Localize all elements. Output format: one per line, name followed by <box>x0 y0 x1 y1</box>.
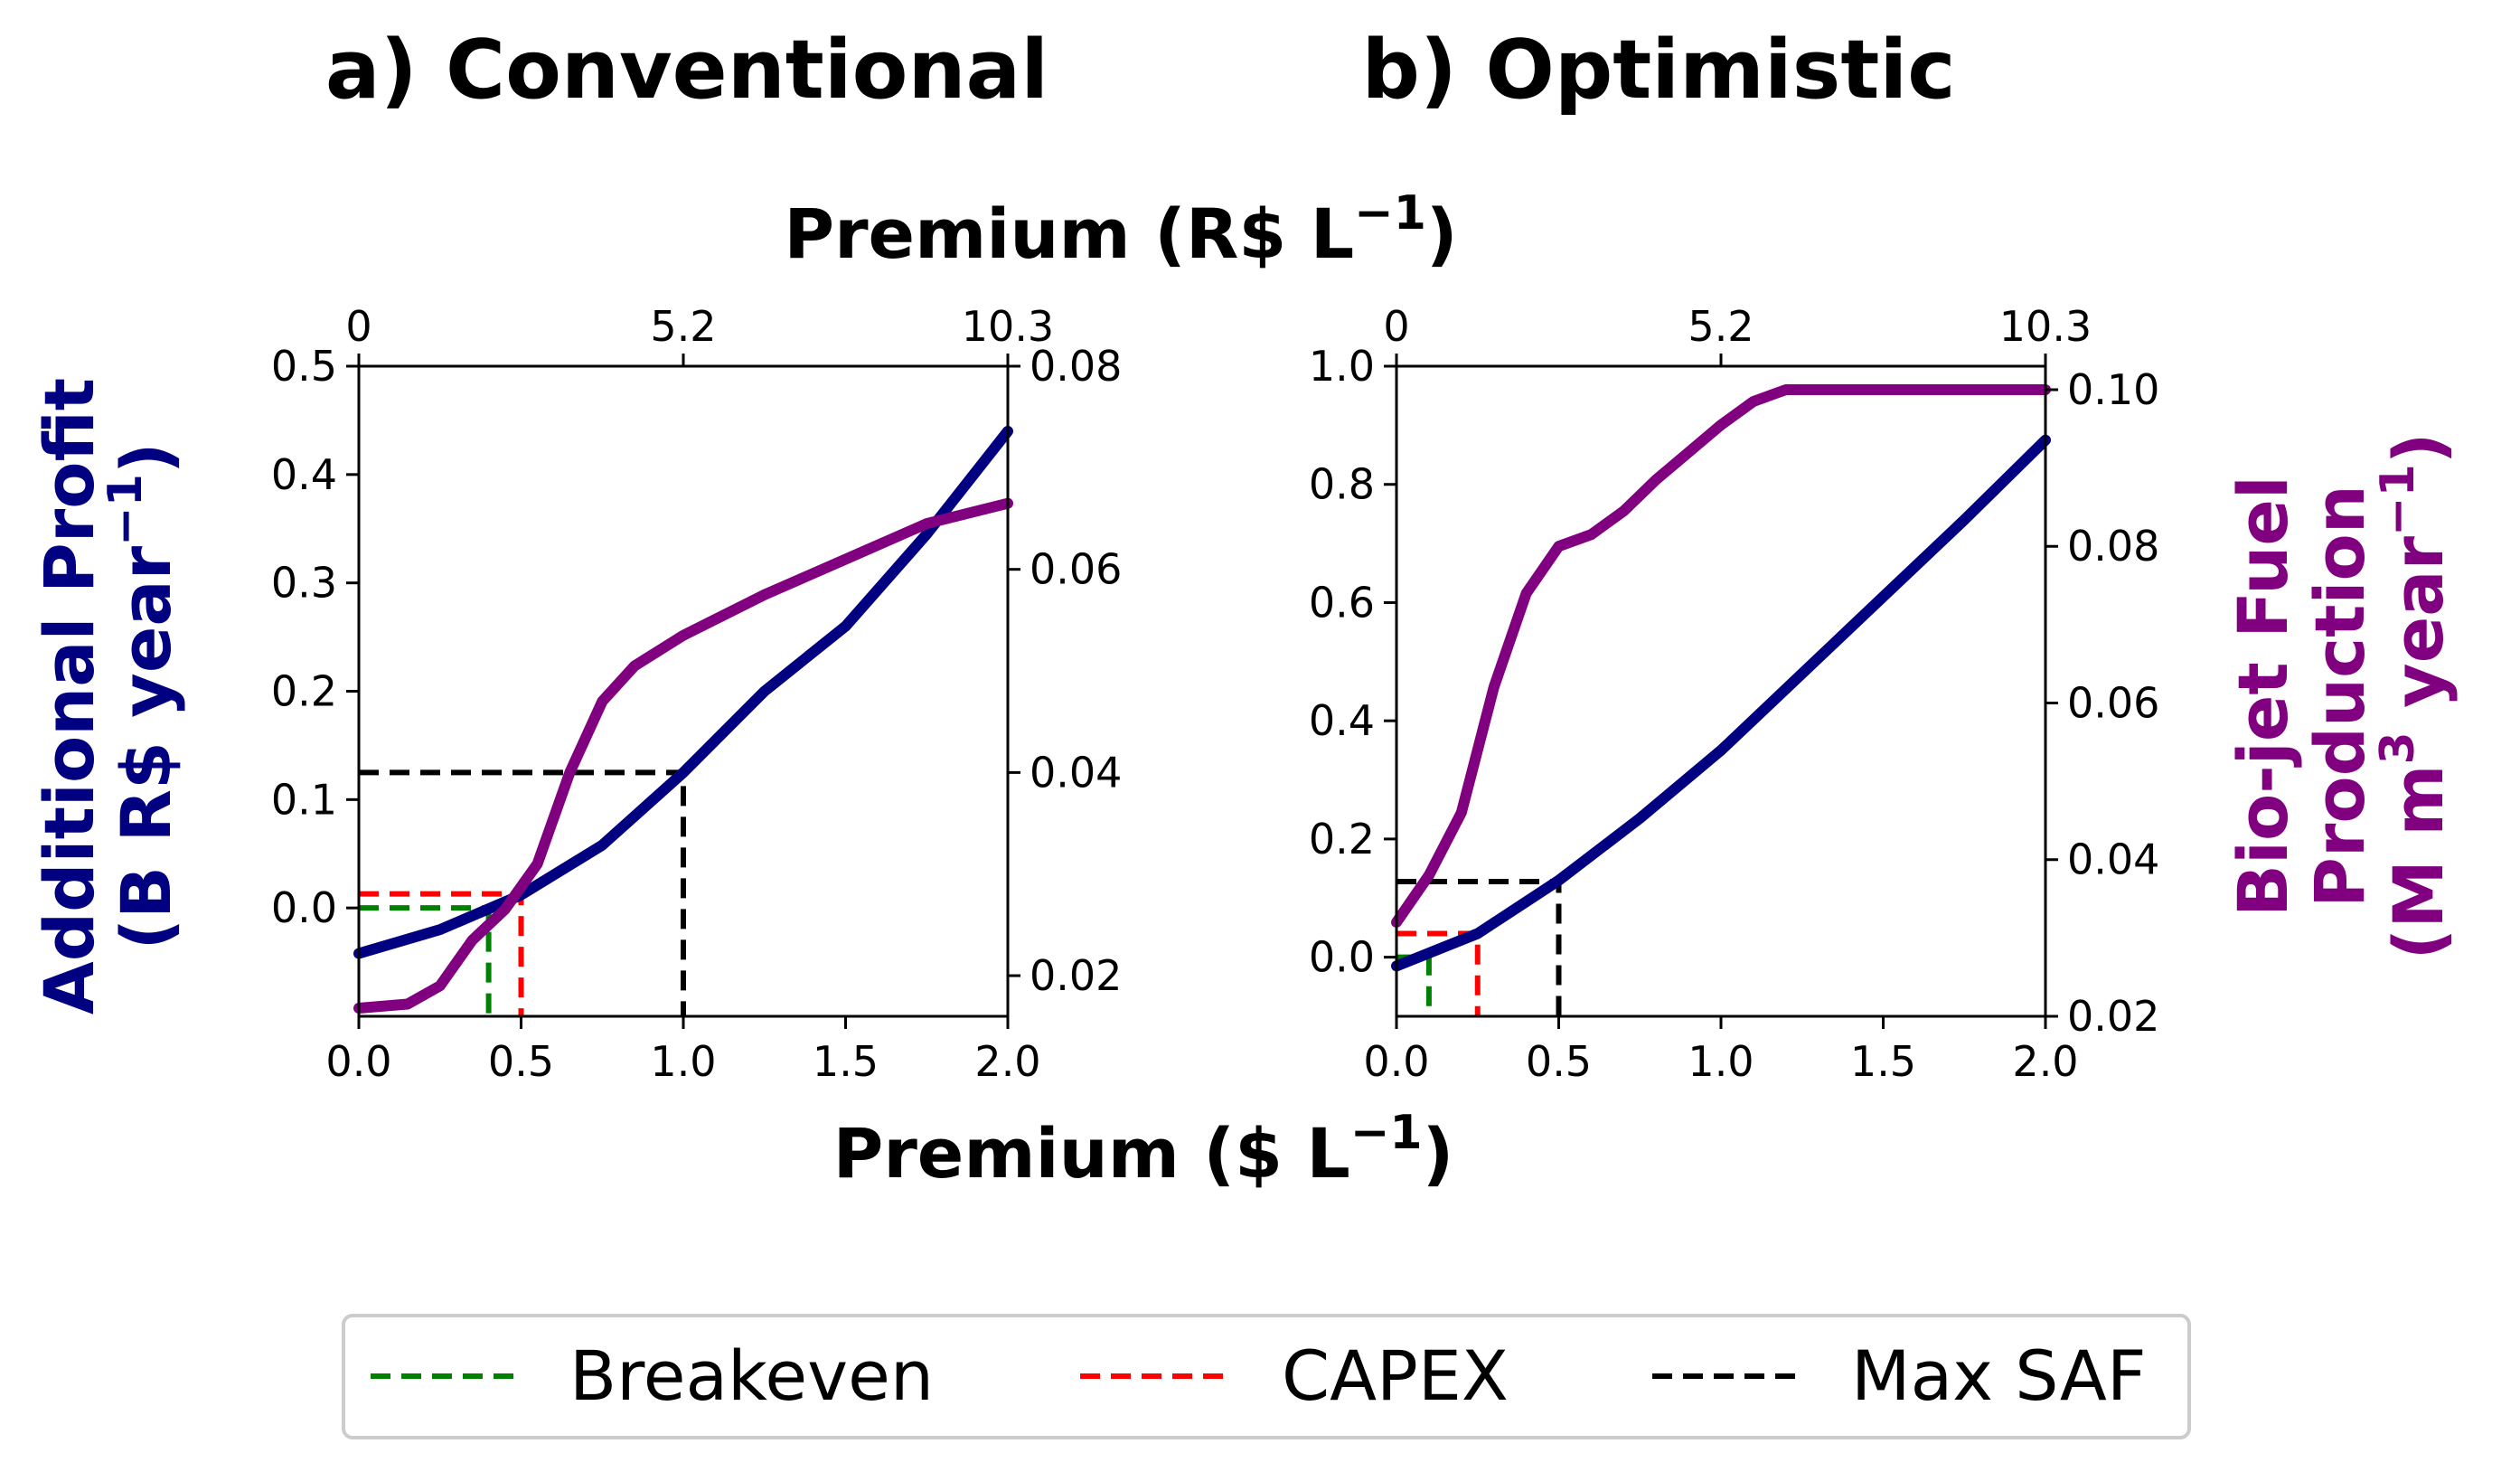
panel-a-x-tick-label: 2.0 <box>974 1037 1040 1086</box>
panel-a-production-line <box>353 497 1013 1014</box>
panel-b-x-tick-label: 2.0 <box>2012 1037 2078 1086</box>
panel-b: 0.0 0.5 1.0 1.5 2.0 0 5.2 10.3 0.0 0.2 0.4 0.6 0.8 1.… <box>1309 302 2160 1086</box>
panel-b-y-right-tick-label: 0.02 <box>2067 992 2159 1041</box>
legend-capex-label: CAPEX <box>1282 1335 1509 1416</box>
panel-b-y-left-tick-label: 0.0 <box>1309 933 1375 982</box>
legend-maxsaf-label: Max SAF <box>1851 1335 2147 1416</box>
panel-a-y-left-tick-label: 0.4 <box>271 450 337 499</box>
panel-a-y-right-tick-label: 0.04 <box>1030 748 1122 797</box>
panel-b-x-top-tick-label: 0 <box>1383 302 1409 351</box>
panel-b-x-top-tick-label: 10.3 <box>1999 302 2092 351</box>
panel-b-y-right-tick-label: 0.06 <box>2067 678 2159 727</box>
panel-b-y-left-tick-label: 0.2 <box>1309 815 1375 863</box>
y-left-label-line1: Additional Profit <box>29 378 109 1014</box>
legend-box <box>342 1314 2191 1439</box>
panel-a-x-top-tick-label: 10.3 <box>962 302 1054 351</box>
panel-a-y-left-tick-label: 0.3 <box>271 559 337 608</box>
panel-b-x-tick-label: 1.5 <box>1850 1037 1916 1086</box>
panel-b-y-right-tick-label: 0.08 <box>2067 522 2159 571</box>
y-right-label-line3: (M m3 year−1) <box>2371 432 2459 959</box>
panel-b-y-right-tick-label: 0.10 <box>2067 365 2159 414</box>
panel-a-y-right-tick-label: 0.06 <box>1030 545 1122 594</box>
panel-a: 0.0 0.5 1.0 1.5 2.0 0 5.2 10.3 0.0 0.1 0.2 0.3 0.4 0.… <box>271 302 1123 1086</box>
panel-b-x-tick-label: 0.0 <box>1363 1037 1429 1086</box>
panel-b-y-left-tick-label: 1.0 <box>1309 342 1375 391</box>
panel-a-y-left-tick-label: 0.1 <box>271 775 337 824</box>
panel-a-x-top-tick-label: 5.2 <box>650 302 716 351</box>
panel-a-profit-line <box>353 425 1013 959</box>
panel-b-y-left-tick-label: 0.4 <box>1309 696 1375 745</box>
panel-a-y-right-tick-label: 0.08 <box>1030 342 1122 391</box>
panel-a-x-tick-label: 1.0 <box>650 1037 716 1086</box>
panel-b-profit-line <box>1391 434 2051 972</box>
y-right-label-line1: Bio-jet Fuel <box>2223 476 2303 917</box>
panel-a-x-tick-label: 0.0 <box>325 1037 391 1086</box>
panel-b-y-right-tick-label: 0.04 <box>2067 835 2159 884</box>
y-right-axis-label: Bio-jet Fuel Production (M m3 year−1) <box>2223 432 2459 959</box>
legend: Breakeven CAPEX Max SAF <box>342 1314 2191 1439</box>
panel-b-production-line <box>1391 384 2051 928</box>
y-right-label-line2: Production <box>2299 485 2380 908</box>
panel-b-title: b) Optimistic <box>1361 23 1955 118</box>
y-left-label-line2: (B R$ year−1) <box>99 442 186 949</box>
panel-b-y-left-tick-label: 0.8 <box>1309 460 1375 509</box>
panel-a-x-tick-label: 0.5 <box>488 1037 554 1086</box>
panel-a-y-left-tick-label: 0.0 <box>271 883 337 932</box>
panel-b-x-tick-label: 1.0 <box>1688 1037 1754 1086</box>
y-left-axis-label: Additional Profit (B R$ year−1) <box>29 378 186 1014</box>
panel-a-x-tick-label: 1.5 <box>813 1037 879 1086</box>
x-bottom-axis-label: Premium ($ L−1) <box>833 1106 1454 1194</box>
panel-a-x-top-tick-label: 0 <box>345 302 371 351</box>
panel-b-x-tick-label: 0.5 <box>1526 1037 1592 1086</box>
panel-b-x-top-tick-label: 5.2 <box>1688 302 1754 351</box>
x-top-axis-label: Premium (R$ L−1) <box>784 186 1457 274</box>
panel-a-y-left-tick-label: 0.2 <box>271 667 337 716</box>
legend-breakeven-label: Breakeven <box>569 1335 934 1416</box>
panel-b-y-left-tick-label: 0.6 <box>1309 578 1375 627</box>
panel-a-title: a) Conventional <box>325 23 1048 118</box>
panel-a-y-left-tick-label: 0.5 <box>271 342 337 391</box>
panel-a-y-right-tick-label: 0.02 <box>1030 951 1122 1000</box>
